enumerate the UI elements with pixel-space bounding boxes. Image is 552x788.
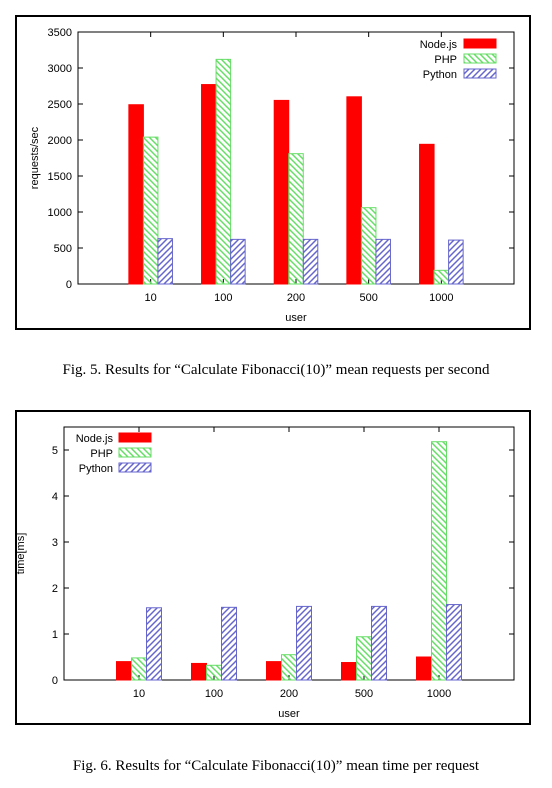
- bar-php-100: [215, 58, 232, 285]
- bar-nodejs-1000: [419, 143, 435, 285]
- legend-swatch-nodejs: [118, 432, 152, 443]
- legend-label-nodejs: Node.js: [76, 433, 114, 445]
- figure-6-frame: 0 1 2 3 4 5 10 100 200 500 1000 user time[ms] Node.js…: [15, 410, 531, 725]
- bar-python-200: [302, 238, 319, 285]
- y-tick-label: 0: [52, 675, 58, 687]
- y-tick-label: 4: [52, 491, 58, 503]
- x-tick-label: 200: [280, 688, 298, 700]
- requests-per-second-chart: 0 500 1000 1500 2000 2500 3000 3500 10 100 200 500 1…: [29, 27, 515, 324]
- legend-label-nodejs: Node.js: [420, 39, 458, 51]
- y-tick-label: 500: [54, 243, 72, 255]
- bar-python-1000: [446, 604, 462, 681]
- figure-6-caption: Fig. 6. Results for “Calculate Fibonacci…: [72, 758, 480, 774]
- bar-php-200: [288, 153, 304, 285]
- bar-python-10: [146, 607, 162, 681]
- y-tick-label: 0: [66, 279, 72, 291]
- y-tick-label: 3500: [48, 27, 72, 39]
- bar-php-500: [356, 636, 372, 681]
- y-tick-label: 1500: [48, 171, 72, 183]
- x-tick-label: 1000: [429, 292, 453, 304]
- bar-php-200: [281, 654, 297, 681]
- bar-nodejs-100: [201, 84, 217, 285]
- legend-swatch-nodejs: [463, 38, 497, 49]
- bar-php-1000: [433, 269, 450, 285]
- bar-nodejs-500: [341, 662, 357, 681]
- bar-python-100: [221, 606, 237, 681]
- x-axis-label: user: [285, 312, 307, 324]
- x-tick-label: 10: [145, 292, 157, 304]
- legend-swatch-python: [463, 68, 497, 79]
- figure-5-caption: Fig. 5. Results for “Calculate Fibonacci…: [62, 362, 490, 378]
- bar-python-500: [375, 238, 391, 285]
- legend-label-python: Python: [79, 463, 113, 475]
- legend-swatch-python: [118, 462, 152, 473]
- bar-php-500: [360, 207, 377, 285]
- y-tick-label: 5: [52, 445, 58, 457]
- x-tick-label: 100: [205, 688, 223, 700]
- x-tick-label: 10: [133, 688, 145, 700]
- x-tick-label: 500: [359, 292, 377, 304]
- x-tick-label: 100: [214, 292, 232, 304]
- bar-nodejs-200: [266, 661, 282, 681]
- y-tick-label: 1: [52, 629, 58, 641]
- bar-python-100: [230, 238, 246, 285]
- legend-label-php: PHP: [90, 448, 113, 460]
- bar-nodejs-100: [191, 662, 207, 681]
- bar-python-10: [157, 238, 173, 285]
- bar-php-100: [206, 664, 222, 681]
- time-per-request-chart: 0 1 2 3 4 5 10 100 200 500 1000 user time[ms] Node.js…: [17, 426, 515, 720]
- bar-python-500: [371, 605, 387, 681]
- x-tick-label: 1000: [427, 688, 451, 700]
- x-tick-label: 500: [355, 688, 373, 700]
- bar-nodejs-10: [116, 661, 132, 681]
- legend-swatch-php: [463, 53, 497, 64]
- bar-nodejs-1000: [416, 656, 432, 681]
- legend-label-python: Python: [423, 69, 457, 81]
- bar-nodejs-500: [346, 96, 362, 285]
- y-tick-label: 1000: [48, 207, 72, 219]
- bar-nodejs-200: [273, 99, 290, 285]
- bar-php-1000: [431, 441, 447, 681]
- bar-python-200: [296, 605, 312, 681]
- bar-nodejs-10: [128, 104, 144, 285]
- y-tick-label: 2000: [48, 135, 72, 147]
- x-tick-label: 200: [287, 292, 305, 304]
- bar-php-10: [142, 136, 159, 285]
- bar-python-1000: [448, 239, 464, 285]
- y-tick-label: 2: [52, 583, 58, 595]
- y-axis-label: requests/sec: [29, 126, 41, 189]
- y-tick-label: 3: [52, 537, 58, 549]
- y-tick-label: 3000: [48, 63, 72, 75]
- y-axis-label: time[ms]: [17, 533, 27, 575]
- figure-5-frame: 0 500 1000 1500 2000 2500 3000 3500 10 100 200 500 1…: [15, 15, 531, 330]
- y-tick-label: 2500: [48, 99, 72, 111]
- x-axis-label: user: [278, 708, 300, 720]
- legend-label-php: PHP: [434, 54, 457, 66]
- bar-php-10: [131, 657, 147, 681]
- legend-swatch-php: [118, 447, 152, 458]
